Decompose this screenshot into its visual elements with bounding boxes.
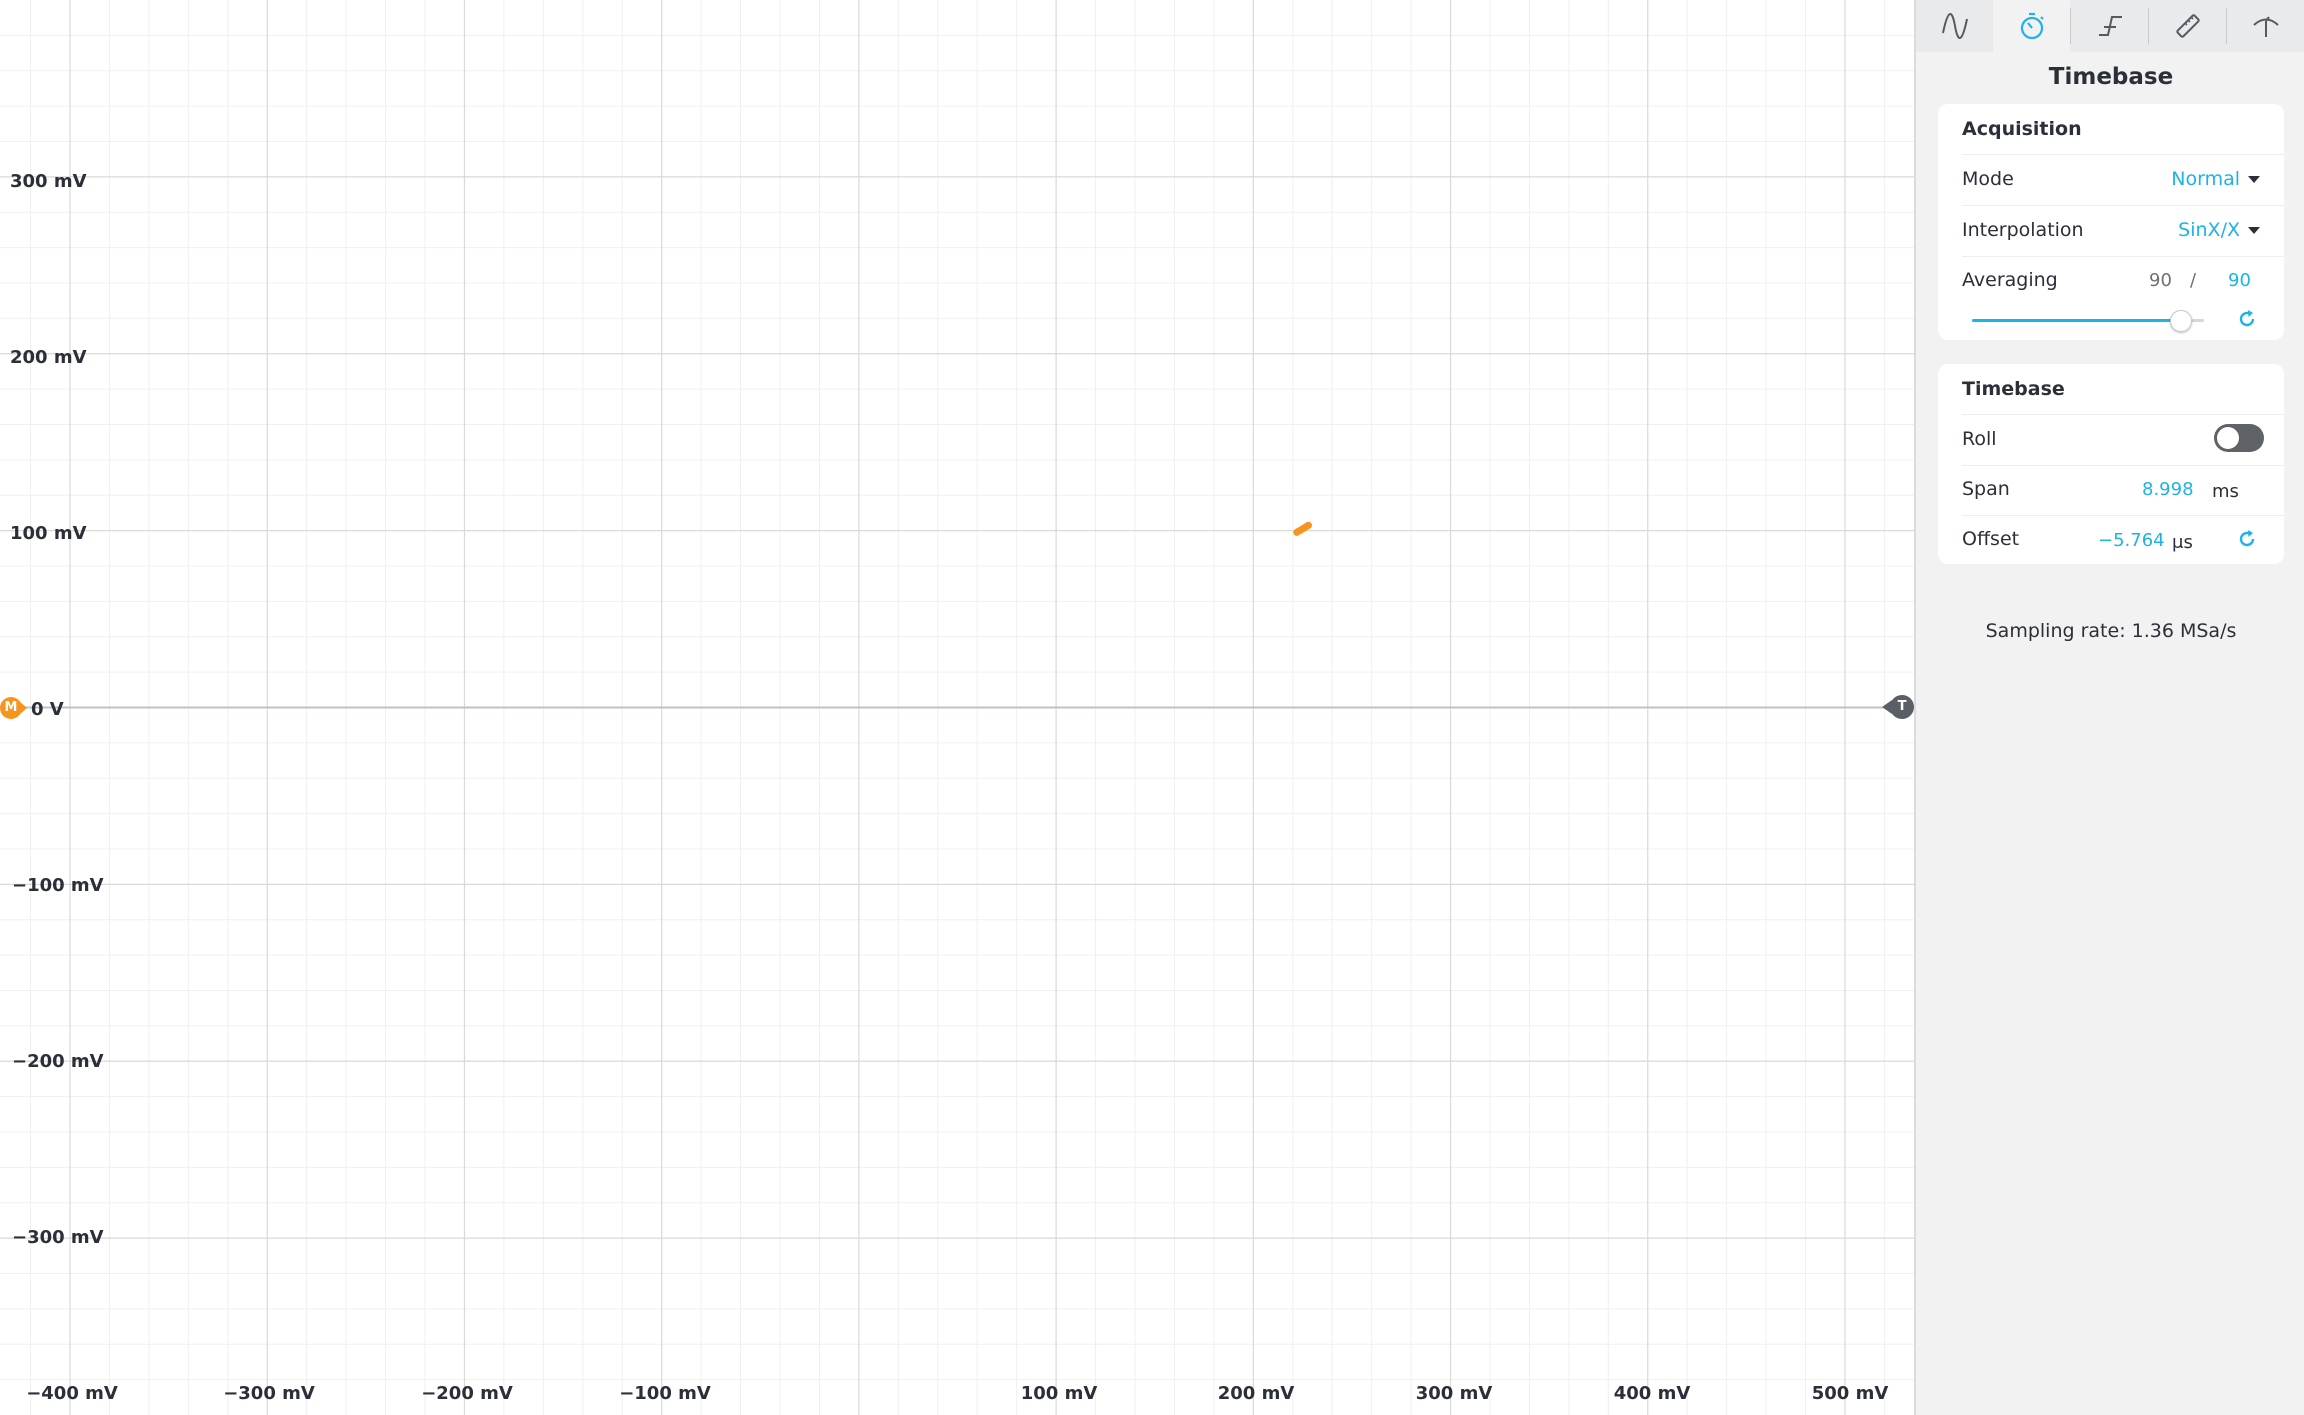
- timebase-heading: Timebase: [1962, 378, 2065, 400]
- tab-divider: [2148, 8, 2149, 44]
- span-label: Span: [1962, 478, 2010, 500]
- ruler-icon: [2175, 14, 2200, 38]
- sine-wave-icon: [1941, 13, 1968, 39]
- x-axis-label: −400 mV: [26, 1383, 118, 1404]
- averaging-current-count: 90: [2149, 270, 2172, 291]
- ground-marker-pointer: [19, 701, 27, 715]
- x-axis-label: −300 mV: [223, 1383, 315, 1404]
- panel-tab-bar: [1916, 0, 2304, 52]
- trace-point: [1305, 522, 1312, 529]
- averaging-slider-thumb[interactable]: [2169, 310, 2192, 332]
- ground-reference-marker[interactable]: M: [0, 697, 22, 719]
- trace-point: [1293, 529, 1300, 536]
- timebase-panel: Timebase Acquisition Mode Normal Interpo…: [1914, 0, 2304, 1415]
- roll-label: Roll: [1962, 428, 1997, 450]
- row-divider: [1962, 256, 2284, 257]
- interpolation-dropdown[interactable]: SinX/X: [2178, 219, 2260, 241]
- span-unit: ms: [2212, 481, 2239, 502]
- reset-offset-icon[interactable]: [2236, 528, 2258, 550]
- x-axis-label: 100 mV: [1020, 1383, 1098, 1404]
- averaging-slider[interactable]: [1972, 310, 2204, 332]
- roll-toggle-knob: [2217, 427, 2239, 449]
- y-axis-label: 0 V: [31, 699, 64, 720]
- y-axis-label: −300 mV: [12, 1227, 104, 1248]
- row-divider: [1962, 414, 2284, 415]
- trigger-level-marker[interactable]: T: [1890, 695, 1914, 719]
- mode-dropdown[interactable]: Normal: [2171, 168, 2260, 190]
- offset-label: Offset: [1962, 528, 2020, 550]
- x-axis-label: 500 mV: [1811, 1383, 1889, 1404]
- tab-timebase[interactable]: [1993, 0, 2070, 52]
- tab-probe[interactable]: [2227, 0, 2304, 52]
- x-axis-label: 400 mV: [1613, 1383, 1691, 1404]
- probe-icon: [2252, 16, 2279, 37]
- averaging-slider-fill: [1972, 319, 2181, 322]
- acquisition-card: Acquisition Mode Normal Interpolation Si…: [1938, 104, 2284, 340]
- row-divider: [1962, 154, 2284, 155]
- averaging-target-input[interactable]: 90: [2228, 270, 2251, 291]
- y-axis-label: 300 mV: [10, 171, 87, 192]
- interpolation-label: Interpolation: [1962, 219, 2084, 241]
- offset-unit: μs: [2172, 532, 2193, 553]
- row-divider: [1962, 515, 2284, 516]
- chevron-down-icon: [2248, 226, 2260, 234]
- y-axis-label: 100 mV: [10, 523, 87, 544]
- x-axis-label: 300 mV: [1415, 1383, 1493, 1404]
- y-axis-label: −100 mV: [12, 875, 104, 896]
- interpolation-value: SinX/X: [2178, 219, 2240, 241]
- plot-grid: [0, 0, 1914, 1415]
- offset-input[interactable]: −5.764: [2098, 530, 2165, 551]
- tab-divider: [2070, 8, 2071, 44]
- x-axis-label: −200 mV: [421, 1383, 513, 1404]
- y-axis-label: −200 mV: [12, 1051, 104, 1072]
- y-axis-label: 200 mV: [10, 347, 87, 368]
- sampling-rate-text: Sampling rate: 1.36 MSa/s: [1985, 620, 2237, 642]
- plot-area[interactable]: 300 mV 200 mV 100 mV 0 V −100 mV −200 mV…: [0, 0, 1914, 1415]
- chevron-down-icon: [2248, 175, 2260, 183]
- acquisition-heading: Acquisition: [1962, 118, 2082, 140]
- row-divider: [1962, 205, 2284, 206]
- stopwatch-icon: [2020, 12, 2044, 40]
- averaging-separator: /: [2190, 270, 2197, 291]
- span-input[interactable]: 8.998: [2142, 479, 2194, 500]
- trigger-edge-icon: [2098, 16, 2122, 36]
- tab-measure[interactable]: [2149, 0, 2226, 52]
- mode-label: Mode: [1962, 168, 2014, 190]
- reset-averaging-icon[interactable]: [2236, 308, 2258, 330]
- tab-waveform[interactable]: [1916, 0, 1993, 52]
- x-axis-label: 200 mV: [1217, 1383, 1295, 1404]
- timebase-card: Timebase Roll Span 8.998 ms Offset −5.76…: [1938, 364, 2284, 564]
- tab-divider: [2226, 8, 2227, 44]
- panel-title: Timebase: [2048, 64, 2174, 90]
- mode-value: Normal: [2171, 168, 2240, 190]
- averaging-label: Averaging: [1962, 269, 2058, 291]
- tab-trigger[interactable]: [2071, 0, 2148, 52]
- trace-point: [1299, 525, 1306, 532]
- x-axis-label: −100 mV: [619, 1383, 711, 1404]
- trigger-marker-pointer: [1882, 700, 1892, 714]
- roll-toggle[interactable]: [2214, 424, 2264, 452]
- row-divider: [1962, 465, 2284, 466]
